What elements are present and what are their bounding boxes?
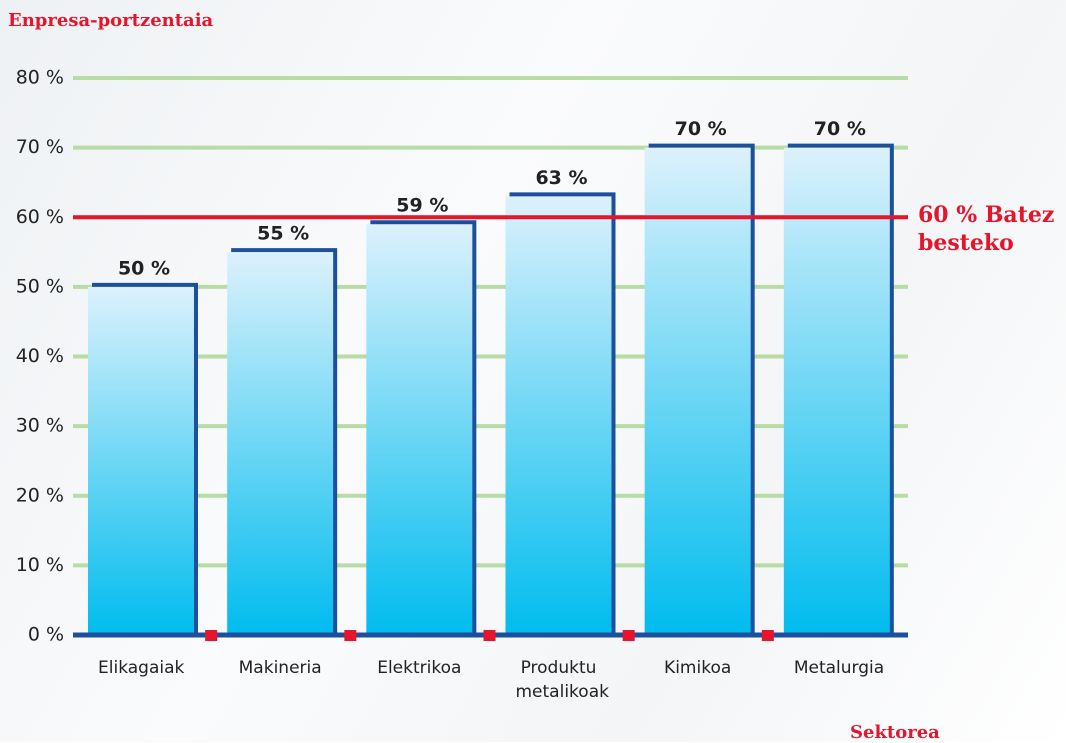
y-tick-label: 50 % [16, 275, 64, 297]
x-tick-label: Kimikoa [664, 658, 732, 678]
x-tick-label: Elikagaiak [98, 658, 185, 678]
bar [366, 224, 473, 635]
y-tick-label: 10 % [16, 554, 64, 576]
bar [227, 252, 334, 635]
value-label: 70 % [814, 118, 866, 140]
y-axis-label: Enpresa-portzentaia [8, 10, 214, 31]
value-label: 70 % [675, 118, 727, 140]
y-tick-label: 40 % [16, 345, 64, 367]
y-tick-label: 80 % [16, 67, 64, 89]
reference-label: 60 % Batez besteko [918, 202, 1055, 257]
x-tick-label: Metalurgia [793, 658, 885, 678]
value-label: 59 % [396, 195, 448, 217]
x-tick-label: Elektrikoa [377, 658, 462, 678]
bar [88, 286, 194, 635]
separator [761, 630, 774, 641]
y-tick-label: 20 % [16, 484, 64, 506]
y-tick-label: 30 % [16, 415, 64, 437]
separator [622, 630, 635, 641]
x-axis-label: Sektorea [850, 722, 940, 743]
value-label: 55 % [257, 223, 309, 245]
y-tick-label: 70 % [16, 136, 64, 158]
x-tick-label: Produktu metalikoak [515, 658, 609, 702]
separator [483, 630, 496, 641]
bar [505, 196, 612, 636]
y-tick-label: 60 % [16, 206, 64, 228]
y-tick-label: 0 % [28, 624, 64, 646]
separator [205, 630, 218, 641]
separator [344, 630, 357, 641]
x-tick-label: Makineria [238, 658, 322, 678]
value-label: 50 % [118, 257, 170, 279]
bar [783, 147, 890, 635]
bar [644, 147, 751, 635]
value-label: 63 % [535, 167, 587, 189]
